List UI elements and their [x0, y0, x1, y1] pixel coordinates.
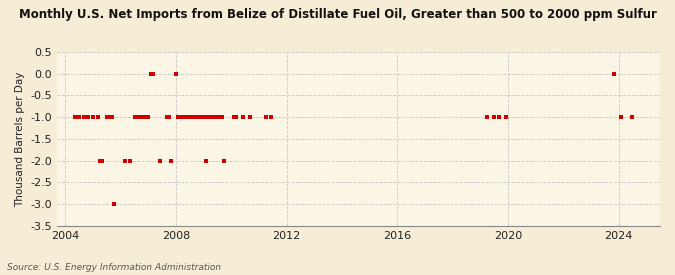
Point — [189, 115, 200, 119]
Point — [182, 115, 193, 119]
Point — [203, 115, 214, 119]
Point — [192, 115, 202, 119]
Point — [215, 115, 225, 119]
Point — [92, 115, 103, 119]
Point — [171, 72, 182, 76]
Point — [161, 115, 172, 119]
Point — [148, 72, 159, 76]
Point — [120, 158, 131, 163]
Point — [106, 115, 117, 119]
Point — [196, 115, 207, 119]
Point — [205, 115, 216, 119]
Point — [74, 115, 84, 119]
Point — [164, 115, 175, 119]
Point — [261, 115, 271, 119]
Y-axis label: Thousand Barrels per Day: Thousand Barrels per Day — [15, 71, 25, 207]
Point — [143, 115, 154, 119]
Point — [145, 72, 156, 76]
Point — [207, 115, 218, 119]
Point — [238, 115, 248, 119]
Point — [83, 115, 94, 119]
Point — [95, 158, 105, 163]
Point — [178, 115, 188, 119]
Point — [70, 115, 80, 119]
Point — [231, 115, 242, 119]
Point — [500, 115, 511, 119]
Point — [184, 115, 195, 119]
Point — [129, 115, 140, 119]
Point — [217, 115, 227, 119]
Point — [265, 115, 276, 119]
Point — [212, 115, 223, 119]
Point — [97, 158, 107, 163]
Point — [200, 158, 211, 163]
Point — [136, 115, 147, 119]
Text: Monthly U.S. Net Imports from Belize of Distillate Fuel Oil, Greater than 500 to: Monthly U.S. Net Imports from Belize of … — [19, 8, 656, 21]
Point — [244, 115, 255, 119]
Point — [109, 202, 119, 206]
Point — [176, 115, 186, 119]
Point — [180, 115, 190, 119]
Point — [187, 115, 198, 119]
Point — [134, 115, 144, 119]
Point — [104, 115, 115, 119]
Point — [101, 115, 112, 119]
Point — [88, 115, 99, 119]
Point — [210, 115, 221, 119]
Point — [155, 158, 165, 163]
Point — [482, 115, 493, 119]
Point — [219, 158, 230, 163]
Text: Source: U.S. Energy Information Administration: Source: U.S. Energy Information Administ… — [7, 263, 221, 272]
Point — [616, 115, 626, 119]
Point — [608, 72, 619, 76]
Point — [78, 115, 89, 119]
Point — [493, 115, 504, 119]
Point — [124, 158, 135, 163]
Point — [228, 115, 239, 119]
Point — [138, 115, 149, 119]
Point — [173, 115, 184, 119]
Point — [489, 115, 500, 119]
Point — [194, 115, 205, 119]
Point — [166, 158, 177, 163]
Point — [627, 115, 638, 119]
Point — [198, 115, 209, 119]
